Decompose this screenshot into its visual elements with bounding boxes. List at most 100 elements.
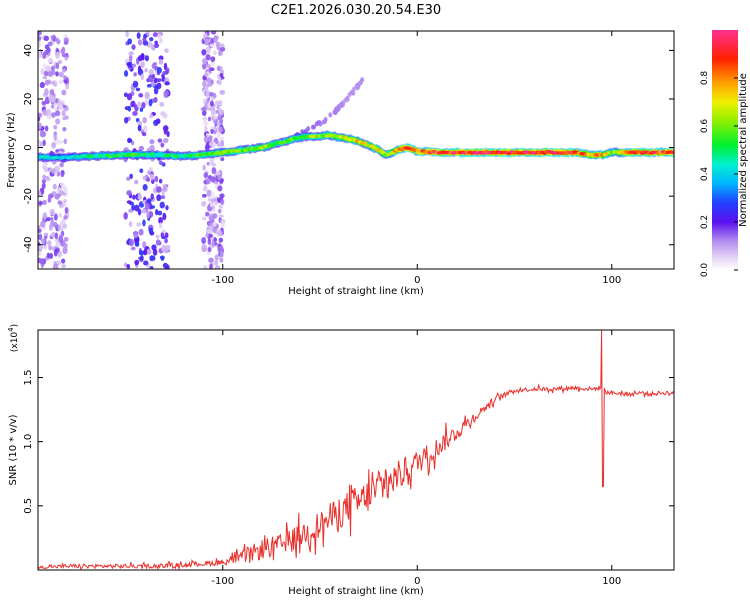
noise-speckle	[46, 252, 50, 259]
noise-speckle	[63, 40, 69, 45]
noise-speckle	[205, 178, 211, 185]
noise-speckle	[46, 114, 53, 120]
noise-speckle	[204, 125, 208, 133]
noise-speckle	[164, 237, 168, 244]
noise-speckle	[155, 239, 161, 245]
noise-speckle	[147, 41, 153, 49]
noise-speckle	[123, 92, 128, 98]
noise-speckle	[135, 87, 141, 92]
noise-speckle	[218, 214, 224, 219]
noise-speckle	[40, 68, 44, 75]
noise-speckle	[166, 130, 170, 138]
colorbar-ticks: 0.0 0.2 0.4 0.6 0.8	[700, 71, 738, 278]
spectrogram-panel: -100 0 100 -40 -20 0 20 40 Height of straight l…	[6, 30, 675, 297]
noise-speckle	[38, 35, 42, 41]
noise-speckle	[51, 80, 55, 85]
noise-speckle	[58, 71, 64, 78]
noise-speckle	[128, 238, 135, 247]
noise-speckle	[161, 244, 167, 253]
noise-speckle	[38, 139, 41, 144]
noise-speckle	[219, 72, 224, 78]
noise-speckle	[137, 208, 142, 216]
noise-speckle	[137, 65, 142, 72]
noise-speckle	[132, 80, 139, 88]
noise-speckle	[47, 41, 53, 47]
noise-speckle	[205, 38, 209, 46]
noise-speckle	[201, 216, 207, 221]
colorbar-tick-label: 0.0	[700, 263, 710, 278]
noise-speckle	[219, 179, 224, 184]
y-tick-label: 0	[23, 144, 34, 150]
noise-speckle	[218, 78, 222, 86]
noise-speckle	[209, 43, 215, 48]
noise-speckle	[202, 63, 207, 70]
noise-speckle	[43, 244, 48, 250]
noise-speckle	[132, 194, 136, 200]
noise-speckle	[210, 56, 216, 62]
noise-speckle	[59, 162, 64, 168]
noise-speckle	[149, 139, 155, 145]
noise-speckle	[148, 166, 153, 173]
noise-speckle	[209, 202, 215, 207]
noise-speckle	[206, 189, 212, 197]
noise-speckle	[211, 227, 217, 232]
noise-speckle	[155, 234, 160, 239]
colorbar-tick-label: 0.4	[700, 167, 710, 182]
colorbar-tick-label: 0.6	[700, 119, 710, 134]
noise-speckle	[138, 145, 144, 152]
noise-speckle	[61, 109, 66, 117]
noise-speckle	[138, 93, 144, 98]
noise-speckle	[54, 37, 60, 43]
noise-speckle	[153, 119, 159, 126]
noise-speckle	[63, 75, 67, 80]
branch-blob	[357, 80, 362, 86]
noise-speckle	[200, 107, 207, 111]
noise-speckle	[144, 55, 149, 62]
noise-speckle	[156, 78, 162, 83]
noise-speckle	[126, 200, 132, 204]
snr-xlabel: Height of straight line (km)	[288, 586, 424, 597]
noise-speckle	[162, 212, 167, 221]
noise-speckle	[151, 244, 157, 251]
noise-speckle	[219, 193, 225, 199]
noise-speckle	[142, 36, 147, 43]
noise-speckle	[127, 138, 133, 143]
noise-speckle	[218, 204, 223, 209]
noise-speckle	[62, 68, 66, 73]
noise-speckle	[62, 223, 68, 229]
noise-speckle	[42, 212, 48, 220]
figure-title: C2E1.2026.030.20.54.E30	[271, 3, 441, 18]
noise-speckle	[53, 124, 58, 130]
svg-text:(x104): (x104)	[7, 324, 20, 352]
noise-speckle	[134, 259, 140, 266]
noise-speckle	[162, 138, 169, 144]
noise-speckle	[217, 185, 223, 192]
spectrogram-marks	[38, 31, 674, 269]
noise-speckle	[55, 118, 61, 125]
noise-speckle	[65, 85, 69, 90]
x-tick-label: -100	[211, 275, 234, 286]
noise-speckle	[124, 116, 129, 124]
colorbar-label: Normalized spectral amplitude	[738, 73, 749, 227]
noise-speckle	[38, 201, 43, 206]
noise-speckle	[207, 237, 212, 246]
noise-speckle	[201, 110, 207, 116]
noise-speckle	[53, 133, 57, 141]
colorbar-tick-label: 0.2	[700, 215, 710, 229]
snr-frame	[38, 330, 674, 570]
noise-speckle	[146, 83, 152, 88]
noise-speckle	[217, 50, 223, 57]
noise-speckle	[58, 235, 63, 242]
spectrogram-xlabel: Height of straight line (km)	[288, 286, 424, 297]
noise-speckle	[161, 162, 166, 167]
noise-speckle	[149, 205, 156, 209]
branch-blob	[350, 90, 355, 96]
noise-speckle	[38, 31, 42, 36]
x-tick-label: 100	[602, 576, 621, 587]
noise-speckle	[210, 191, 215, 200]
noise-speckle	[43, 70, 50, 77]
noise-speckle	[202, 57, 207, 65]
noise-speckle	[50, 104, 55, 109]
noise-speckle	[157, 34, 161, 39]
snr-multiplier: (x104)	[7, 324, 20, 352]
